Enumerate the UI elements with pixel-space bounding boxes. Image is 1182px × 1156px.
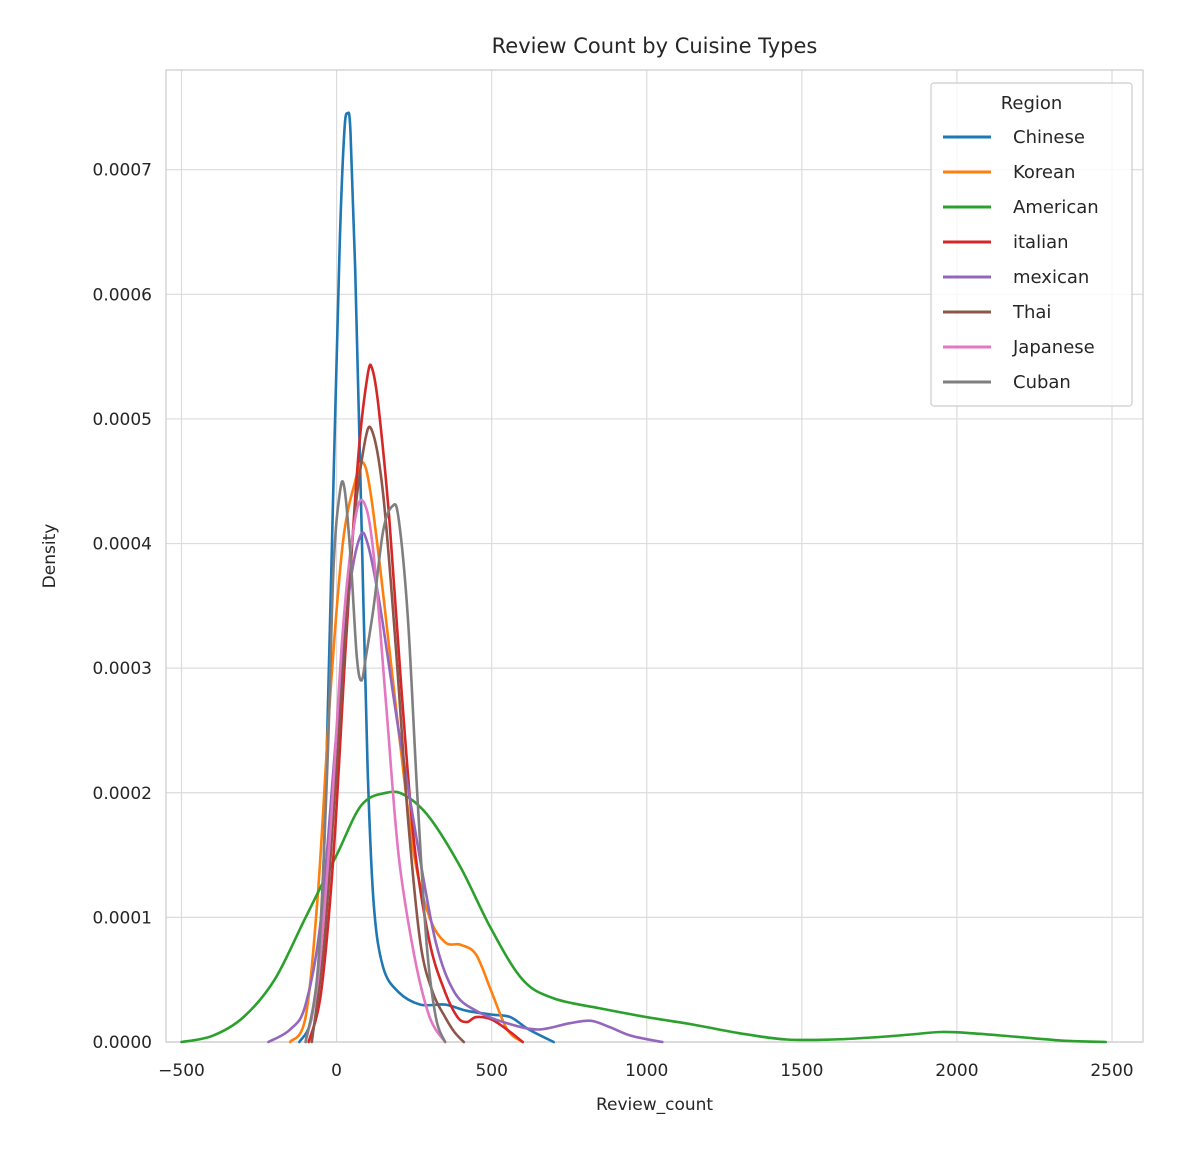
y-axis-title: Density xyxy=(40,524,60,589)
series-line-korean xyxy=(288,460,524,1044)
x-axis-title: Review_count xyxy=(596,1095,713,1115)
series-line-italian xyxy=(307,363,524,1044)
legend-label: mexican xyxy=(1013,267,1089,288)
legend-title: Region xyxy=(1001,93,1063,114)
legend: Region Chinese Korean American italian mexic… xyxy=(930,82,1133,407)
x-tick-label: −500 xyxy=(158,1061,205,1081)
x-tick-labels: −500 0 500 1000 1500 2000 2500 xyxy=(158,1061,1133,1081)
legend-label: Chinese xyxy=(1013,127,1085,148)
y-tick-label: 0.0002 xyxy=(93,784,152,804)
x-tick-label: 500 xyxy=(475,1061,507,1081)
x-tick-label: 2500 xyxy=(1090,1061,1133,1081)
legend-label: Thai xyxy=(1012,302,1051,323)
y-tick-label: 0.0005 xyxy=(93,410,152,430)
series-line-american xyxy=(180,790,1108,1044)
legend-label: Korean xyxy=(1013,162,1075,183)
x-tick-label: 0 xyxy=(331,1061,342,1081)
legend-label: Japanese xyxy=(1012,337,1095,358)
y-tick-label: 0.0000 xyxy=(93,1033,152,1053)
legend-label: American xyxy=(1013,197,1099,218)
plot-frame xyxy=(165,69,1144,1043)
legend-box xyxy=(930,82,1133,407)
x-tick-label: 1000 xyxy=(625,1061,668,1081)
chart-title: Review Count by Cuisine Types xyxy=(492,34,818,58)
x-tick-label: 2000 xyxy=(935,1061,978,1081)
y-tick-label: 0.0007 xyxy=(93,161,152,181)
x-tick-label: 1500 xyxy=(780,1061,823,1081)
series-line-japanese xyxy=(304,498,447,1044)
legend-items: Chinese Korean American italian mexican Thai J… xyxy=(943,127,1099,393)
y-tick-label: 0.0006 xyxy=(93,285,152,305)
y-tick-labels: 0.0000 0.0001 0.0002 0.0003 0.0004 0.0005 0.00… xyxy=(93,161,152,1053)
series-line-cuban xyxy=(304,480,447,1044)
series-line-thai xyxy=(310,425,466,1044)
series-line-chinese xyxy=(298,111,555,1044)
y-tick-label: 0.0003 xyxy=(93,659,152,679)
legend-label: Cuban xyxy=(1013,372,1071,393)
series-layer xyxy=(180,111,1108,1044)
legend-label: italian xyxy=(1013,232,1069,253)
y-tick-label: 0.0004 xyxy=(93,535,152,555)
y-tick-label: 0.0001 xyxy=(93,908,152,928)
